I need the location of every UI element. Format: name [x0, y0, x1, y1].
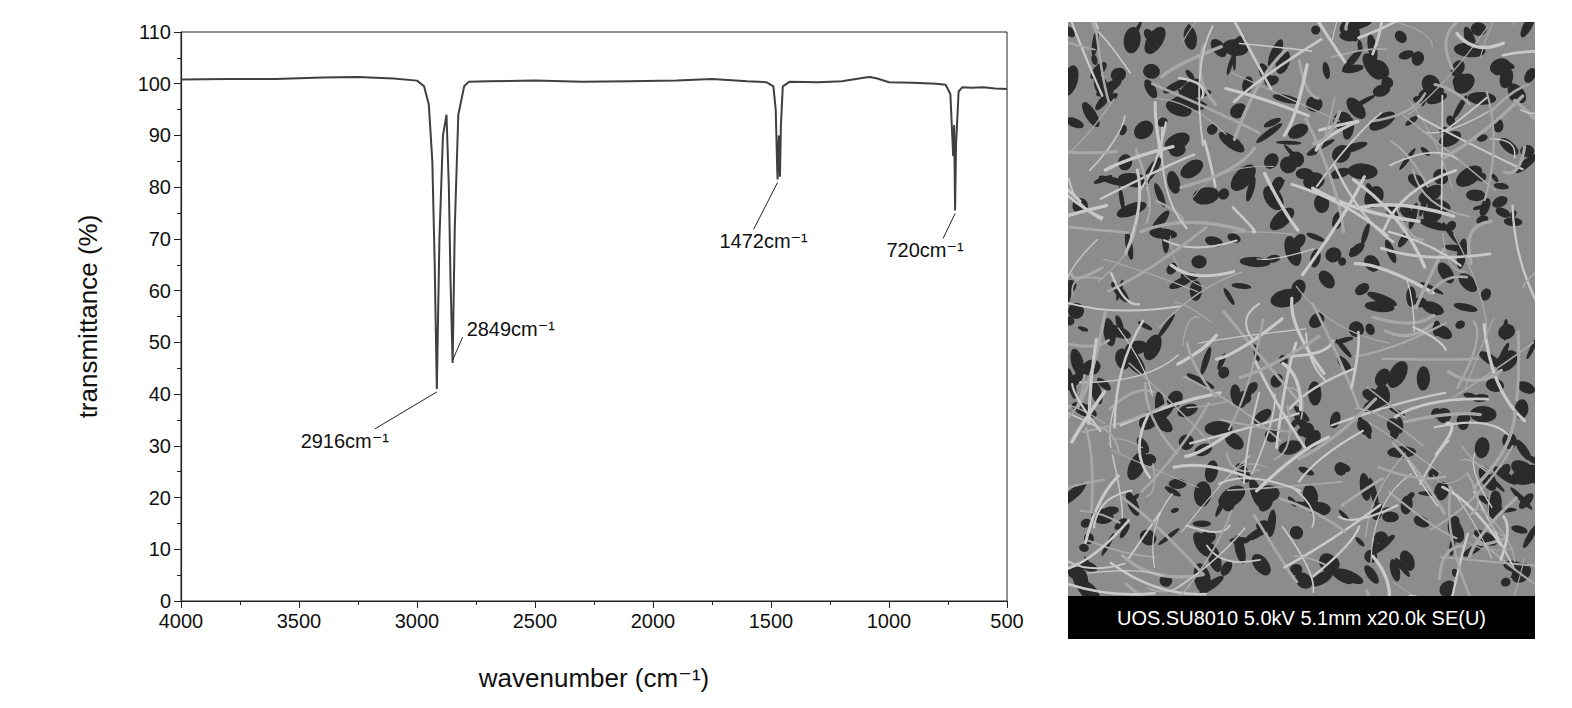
svg-text:0: 0 [160, 590, 171, 612]
svg-text:70: 70 [149, 228, 171, 250]
svg-text:2000: 2000 [631, 610, 676, 632]
svg-text:40: 40 [149, 383, 171, 405]
svg-text:90: 90 [149, 124, 171, 146]
svg-text:wavenumber (cm⁻¹): wavenumber (cm⁻¹) [478, 663, 709, 693]
svg-text:3500: 3500 [277, 610, 322, 632]
svg-text:10: 10 [149, 538, 171, 560]
svg-text:20: 20 [149, 487, 171, 509]
svg-text:2916cm⁻¹: 2916cm⁻¹ [301, 430, 390, 452]
svg-text:UOS.SU8010 5.0kV 5.1mm x20.0k: UOS.SU8010 5.0kV 5.1mm x20.0k SE(U) [1117, 607, 1486, 629]
svg-text:1000: 1000 [867, 610, 912, 632]
svg-text:2849cm⁻¹: 2849cm⁻¹ [467, 318, 556, 340]
svg-text:500: 500 [990, 610, 1023, 632]
svg-text:60: 60 [149, 280, 171, 302]
svg-text:80: 80 [149, 176, 171, 198]
svg-text:720cm⁻¹: 720cm⁻¹ [886, 239, 964, 261]
svg-text:transmittance (%): transmittance (%) [73, 215, 103, 419]
svg-text:4000: 4000 [159, 610, 204, 632]
svg-text:3000: 3000 [395, 610, 440, 632]
svg-text:1500: 1500 [749, 610, 794, 632]
svg-text:1472cm⁻¹: 1472cm⁻¹ [719, 230, 808, 252]
svg-text:100: 100 [138, 73, 171, 95]
svg-text:110: 110 [139, 21, 171, 43]
svg-text:30: 30 [149, 435, 171, 457]
svg-text:50: 50 [149, 331, 171, 353]
svg-text:2500: 2500 [513, 610, 558, 632]
